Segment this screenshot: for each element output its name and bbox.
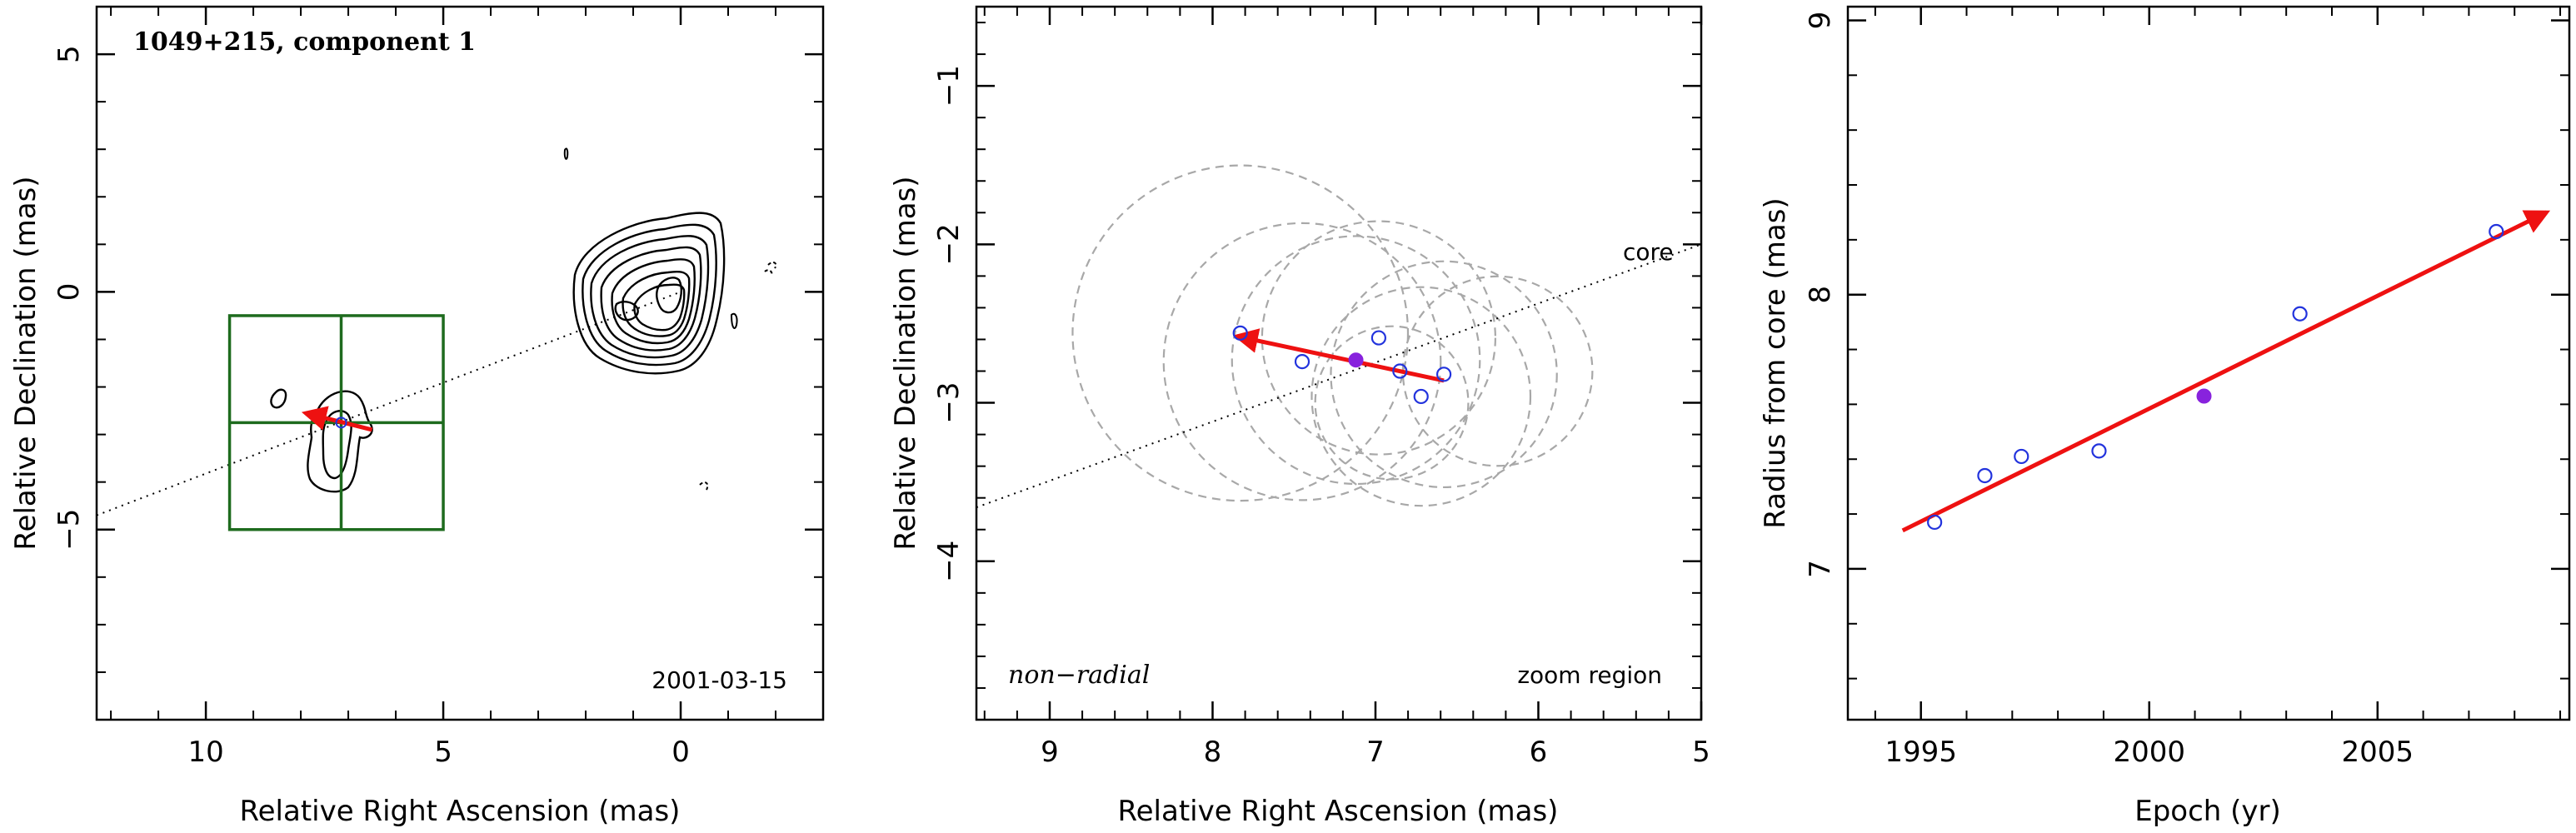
panel1-component-marker [335,416,347,429]
epoch-point [2014,448,2029,465]
panel2-x-tick-label: 1995 [1885,736,1957,769]
panel3-y-axis-label: Radius from core (mas) [1759,197,1792,528]
error-circles [1071,164,1594,507]
panel2-points [1232,325,1452,405]
panel1-motion-arrow [301,406,373,432]
panel1-x-tick-label: 6 [1530,736,1548,769]
epoch-point [1977,467,1993,484]
error-circle [1310,286,1532,507]
panel1-y-tick-label: −1 [932,65,966,107]
panel2-ticks: 9 8 7 6 5 −1 −2 −3 −4 [932,7,1710,769]
panel-1: 10 5 0 5 0 −5 1049+215, component 1 2001-03-1… [9,5,825,828]
noise-contours [563,147,777,491]
panel0-y-tick-label: 0 [52,283,86,302]
panel0-x-tick-label: 10 [187,736,223,769]
panel1-date-annotation: 2001-03-15 [651,666,787,694]
epoch-point [1370,330,1386,346]
panel1-plot-content [97,147,777,531]
epoch-point [1413,388,1429,405]
panel1-frame [95,5,825,721]
panel2-y-tick-label: 9 [1804,12,1837,30]
epoch-point [1294,353,1310,370]
panel0-x-tick-label: 5 [434,736,452,769]
jet-component-contours [270,388,373,493]
panel0-y-tick-label: 5 [52,45,86,63]
error-circle [1162,222,1442,501]
panel2-core-label: core [1623,238,1674,266]
panel1-core-direction-line [97,291,681,516]
panel1-y-axis-label: Relative Declination (mas) [9,176,42,550]
panel2-y-tick-label: 8 [1804,286,1837,304]
current-epoch-point [1348,352,1364,368]
panel2-plot-content [976,164,1701,509]
panel2-y-tick-label: 7 [1804,560,1837,578]
panel2-x-axis-label: Relative Right Ascension (mas) [1118,795,1559,828]
epoch-point [1436,367,1452,382]
panel3-x-axis-label: Epoch (yr) [2134,795,2281,828]
panel2-zoom-region-label: zoom region [1517,661,1662,689]
error-circle [1330,260,1558,489]
panel3-fit-arrow [1901,210,2551,533]
panel3-points [1927,223,2504,531]
error-circle [1071,164,1410,502]
panel2-x-tick-label: 2000 [2113,736,2185,769]
error-circle [1231,235,1481,486]
panel2-x-tick-label: 2005 [2342,736,2414,769]
panel-2: 9 8 7 6 5 −1 −2 −3 −4 non−radial zoom region cor… [889,5,1710,828]
panel0-x-tick-label: 0 [671,736,690,769]
epoch-point [1927,514,1943,531]
panel1-title: 1049+215, component 1 [133,27,476,57]
panel3-plot-content [1901,210,2551,533]
panel1-x-tick-label: 5 [1692,736,1710,769]
panel3-frame [1846,5,2571,721]
panel2-y-axis-label: Relative Declination (mas) [889,176,922,550]
epoch-point [1392,363,1408,379]
panel1-ticks: 10 5 0 5 0 −5 [52,7,823,769]
panel1-y-tick-label: −4 [932,541,966,582]
epoch-point [2489,223,2504,240]
panel0-y-tick-label: −5 [52,509,86,551]
error-circle [1261,220,1497,456]
current-epoch-point [2196,388,2212,404]
panel1-x-tick-label: 9 [1041,736,1059,769]
panel2-frame [975,5,1703,721]
core-contours [572,212,726,375]
epoch-point [2091,443,2107,459]
panel1-y-tick-label: −3 [932,382,966,423]
panel1-x-tick-label: 8 [1204,736,1222,769]
panel1-x-axis-label: Relative Right Ascension (mas) [240,795,681,828]
panel-3: 1995 2000 2005 7 8 9 Epoch (yr) Radius from c… [1759,5,2571,828]
panel2-motion-arrow [1232,328,1445,383]
epoch-point [2292,306,2308,322]
panel1-y-tick-label: −2 [932,223,966,265]
panel2-non-radial-label: non−radial [1008,661,1150,690]
epoch-point [1232,325,1248,341]
panel1-x-tick-label: 7 [1366,736,1385,769]
error-circle [1401,275,1594,467]
panel3-ticks: 1995 2000 2005 7 8 9 [1804,7,2569,769]
